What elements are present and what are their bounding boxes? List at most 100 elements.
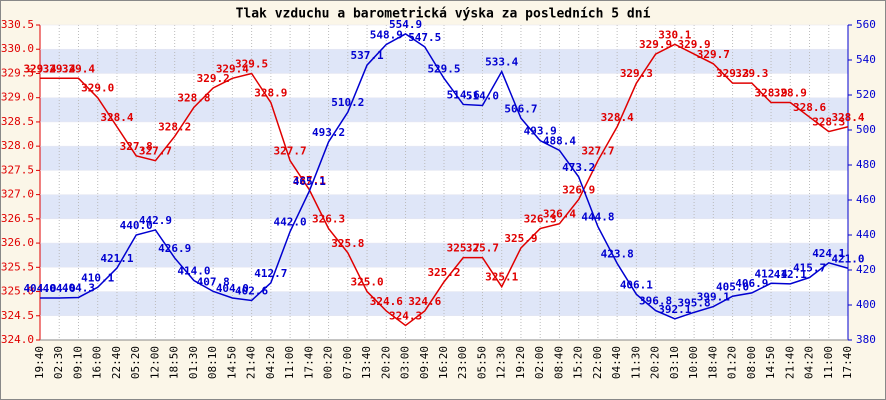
- chart-title: Tlak vzduchu a barometrická výska za pos…: [236, 7, 651, 22]
- value-label: 326.9: [562, 183, 595, 196]
- x-tick-label: 22:40: [110, 346, 123, 379]
- value-label: 328.9: [754, 87, 787, 100]
- value-label: 325.0: [350, 276, 383, 289]
- value-label: 326.3: [524, 213, 557, 226]
- value-label: 327.7: [274, 145, 307, 158]
- value-label: 324.3: [389, 309, 422, 322]
- value-label: 325.7: [466, 242, 499, 255]
- value-label: 327.1: [293, 174, 326, 187]
- value-label: 327.7: [139, 145, 172, 158]
- value-label: 554.9: [389, 18, 422, 31]
- value-label: 412.7: [254, 267, 287, 280]
- x-tick-label: 01:20: [726, 346, 739, 379]
- value-label: 329.5: [235, 57, 268, 70]
- y-tick-label: 329.0: [1, 91, 34, 104]
- value-label: 325.2: [427, 266, 460, 279]
- x-tick-label: 13:40: [360, 346, 373, 379]
- x-tick-label: 12:30: [495, 346, 508, 379]
- y2-tick-label: 420: [856, 263, 876, 276]
- value-label: 325.8: [331, 237, 364, 250]
- value-label: 415.7: [793, 262, 826, 275]
- value-label: 328.9: [774, 87, 807, 100]
- x-tick-label: 11:00: [283, 346, 296, 379]
- x-tick-label: 20:20: [379, 346, 392, 379]
- value-label: 324.6: [370, 295, 403, 308]
- y-tick-label: 325.0: [1, 285, 34, 298]
- x-tick-label: 08:40: [552, 346, 565, 379]
- series-line: [40, 33, 849, 320]
- y2-tick-label: 380: [856, 333, 876, 346]
- x-tick-label: 17:40: [841, 346, 854, 379]
- x-tick-label: 07:00: [341, 346, 354, 379]
- x-tick-label: 04:20: [803, 346, 816, 379]
- value-label: 324.6: [408, 295, 441, 308]
- value-label: 404.3: [62, 281, 95, 294]
- y2-tick-label: 400: [856, 298, 876, 311]
- value-label: 325.1: [485, 271, 518, 284]
- x-tick-label: 14:50: [225, 346, 238, 379]
- value-label: 329.2: [197, 72, 230, 85]
- value-label: 404.0: [23, 282, 56, 295]
- value-label: 328.3: [812, 116, 845, 129]
- y-tick-label: 330.0: [1, 42, 34, 55]
- x-tick-label: 03:10: [668, 346, 681, 379]
- x-tick-label: 02:30: [52, 346, 65, 379]
- value-label: 329.3: [716, 67, 749, 80]
- x-tick-label: 15:20: [572, 346, 585, 379]
- series-line: [40, 43, 849, 327]
- x-tick-label: 17:40: [302, 346, 315, 379]
- x-tick-label: 04:20: [264, 346, 277, 379]
- value-label: 325.7: [447, 242, 480, 255]
- value-label: 328.4: [831, 111, 864, 124]
- value-label: 473.2: [562, 161, 595, 174]
- value-label: 410.1: [81, 271, 114, 284]
- value-label: 326.3: [312, 213, 345, 226]
- y-tick-label: 326.5: [1, 212, 34, 225]
- value-label: 514.0: [466, 90, 499, 103]
- y2-tick-label: 480: [856, 158, 876, 171]
- value-label: 442.9: [139, 214, 172, 227]
- x-tick-label: 05:50: [475, 346, 488, 379]
- value-label: 440.0: [120, 219, 153, 232]
- value-label: 329.3: [620, 67, 653, 80]
- y-tick-label: 324.0: [1, 333, 34, 346]
- value-label: 547.5: [408, 31, 441, 44]
- value-label: 329.0: [81, 82, 114, 95]
- x-tick-label: 22:00: [591, 346, 604, 379]
- value-label: 328.4: [601, 111, 634, 124]
- value-label: 444.8: [581, 211, 614, 224]
- value-label: 326.4: [543, 208, 576, 221]
- value-label: 328.8: [177, 91, 210, 104]
- x-tick-label: 01:30: [187, 346, 200, 379]
- value-label: 396.8: [639, 295, 672, 308]
- value-label: 465.1: [293, 175, 326, 188]
- x-tick-label: 12:00: [148, 346, 161, 379]
- value-label: 493.9: [524, 125, 557, 138]
- value-label: 506.7: [504, 102, 537, 115]
- x-tick-label: 09:40: [418, 346, 431, 379]
- y2-tick-label: 460: [856, 193, 876, 206]
- y-tick-label: 324.5: [1, 309, 34, 322]
- value-label: 407.8: [197, 275, 230, 288]
- value-label: 329.9: [639, 38, 672, 51]
- x-tick-label: 23:00: [456, 346, 469, 379]
- x-tick-label: 19:20: [514, 346, 527, 379]
- y2-tick-label: 440: [856, 228, 876, 241]
- x-tick-label: 16:00: [91, 346, 104, 379]
- y2-tick-label: 500: [856, 123, 876, 136]
- value-label: 533.4: [485, 56, 518, 69]
- y-tick-label: 326.0: [1, 236, 34, 249]
- value-label: 424.1: [812, 247, 845, 260]
- y-tick-label: 328.0: [1, 139, 34, 152]
- value-label: 426.9: [158, 242, 191, 255]
- value-label: 402.6: [235, 284, 268, 297]
- y-tick-label: 330.5: [1, 18, 34, 31]
- value-label: 327.8: [120, 140, 153, 153]
- value-label: 537.1: [350, 49, 383, 62]
- value-label: 412.4: [754, 267, 787, 280]
- value-label: 399.1: [697, 291, 730, 304]
- value-label: 412.1: [774, 268, 807, 281]
- value-label: 328.2: [158, 120, 191, 133]
- value-label: 406.1: [620, 278, 653, 291]
- value-label: 325.9: [504, 232, 537, 245]
